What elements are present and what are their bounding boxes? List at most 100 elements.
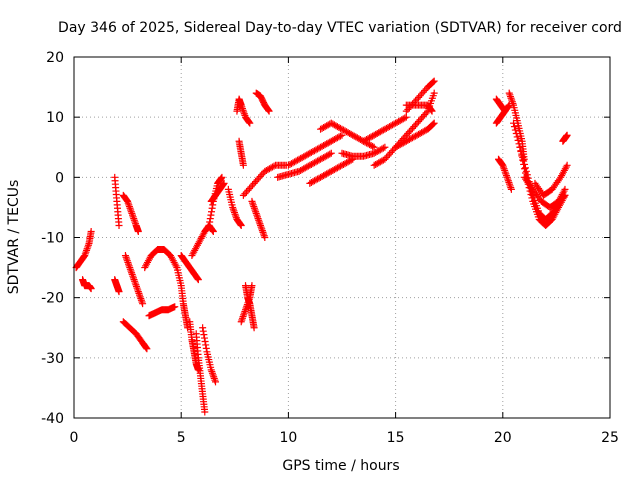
data-point (264, 105, 272, 113)
data-point (329, 136, 337, 144)
data-point (239, 191, 247, 199)
data-point (208, 226, 216, 234)
data-point (399, 139, 407, 147)
data-point (330, 166, 338, 174)
data-point (427, 105, 435, 113)
data-point (392, 143, 400, 151)
data-point (419, 112, 427, 120)
data-point (507, 94, 515, 102)
data-point (301, 164, 309, 172)
data-point (238, 105, 246, 113)
x-tick-label: 0 (70, 430, 79, 446)
data-point (335, 163, 343, 171)
data-point (349, 131, 357, 139)
data-point (396, 117, 404, 125)
data-point (504, 103, 512, 111)
data-point (136, 293, 144, 301)
data-point (250, 203, 258, 211)
data-point (212, 378, 220, 386)
data-point (131, 218, 139, 226)
data-point (323, 122, 331, 130)
data-point (508, 98, 516, 106)
data-point (303, 163, 311, 171)
data-point (318, 142, 326, 150)
data-point (142, 343, 150, 351)
data-point (310, 159, 318, 167)
data-point (363, 136, 371, 144)
x-axis-label: GPS time / hours (282, 458, 399, 474)
data-point (399, 115, 407, 123)
data-point (347, 130, 355, 138)
data-point (332, 122, 340, 130)
grid-layer (74, 57, 610, 418)
y-tick-label: 10 (46, 110, 64, 126)
series-s28 (306, 155, 357, 187)
data-point (323, 140, 331, 148)
data-point (265, 107, 273, 115)
data-point (207, 211, 215, 219)
series-s42 (520, 173, 569, 211)
data-point (333, 123, 341, 131)
data-point (359, 137, 367, 145)
data-point (515, 140, 523, 148)
data-point (501, 168, 509, 176)
data-point (255, 174, 263, 182)
data-point (218, 173, 226, 181)
data-point (265, 165, 273, 173)
data-point (253, 213, 261, 221)
data-point (378, 127, 386, 135)
data-point (217, 175, 225, 183)
data-point (421, 127, 429, 135)
data-point (333, 164, 341, 172)
data-point (511, 126, 519, 134)
data-point (258, 225, 266, 233)
data-point (240, 309, 248, 317)
data-point (352, 133, 360, 141)
data-point (429, 120, 437, 128)
data-point (501, 166, 509, 174)
data-point (333, 134, 341, 142)
data-point (521, 164, 529, 172)
data-point (320, 172, 328, 180)
data-point (373, 160, 381, 168)
data-point (210, 374, 218, 382)
data-point (340, 160, 348, 168)
data-point (369, 142, 377, 150)
data-point (199, 324, 207, 332)
data-point (562, 163, 570, 171)
data-point (519, 154, 527, 162)
data-point (418, 129, 426, 137)
data-point (307, 178, 315, 186)
data-point (504, 175, 512, 183)
data-point (323, 170, 331, 178)
data-point (389, 121, 397, 129)
data-point (416, 129, 424, 137)
y-tick-label: -40 (41, 411, 64, 427)
data-point (507, 184, 515, 192)
data-point (309, 160, 317, 168)
data-point (327, 137, 335, 145)
data-point (343, 128, 351, 136)
y-axis-label: SDTVAR / TECUs (6, 180, 22, 295)
data-point (130, 276, 138, 284)
data-point (295, 167, 303, 175)
data-point (370, 131, 378, 139)
data-point (237, 221, 245, 229)
data-point (392, 119, 400, 127)
data-point (245, 118, 253, 126)
data-point (317, 143, 325, 151)
data-point (419, 128, 427, 136)
data-point (124, 199, 132, 207)
data-point (381, 143, 389, 151)
data-point (240, 108, 248, 116)
data-point (408, 124, 416, 132)
data-point (134, 286, 142, 294)
series-s44 (559, 131, 571, 145)
data-point (320, 142, 328, 150)
data-point (398, 116, 406, 124)
data-point (375, 147, 383, 155)
data-point (241, 190, 249, 198)
data-point (128, 270, 136, 278)
series-s25 (248, 197, 269, 241)
